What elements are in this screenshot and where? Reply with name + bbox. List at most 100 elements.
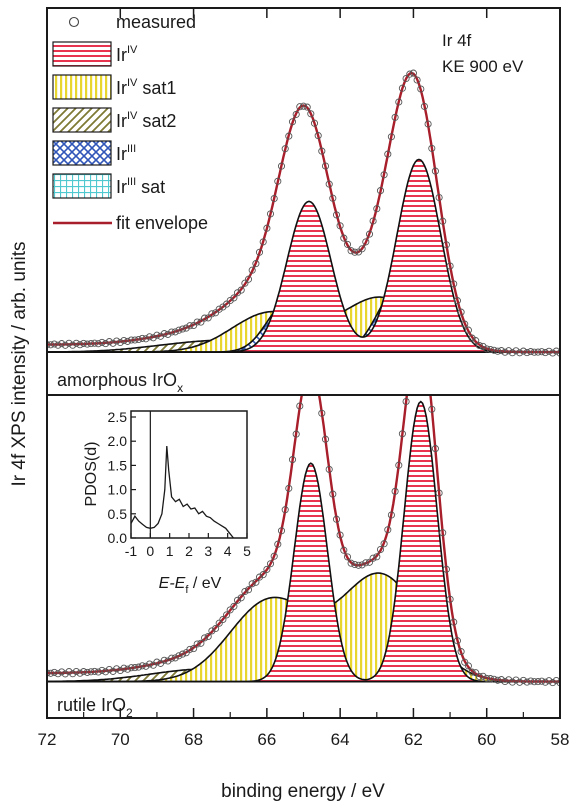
measured-point (490, 675, 498, 683)
measured-point (72, 667, 80, 676)
measured-point (336, 531, 344, 539)
measured-point (69, 670, 77, 678)
measured-point (541, 349, 549, 357)
measured-point (395, 98, 403, 106)
measured-point (182, 324, 190, 332)
measured-point (556, 349, 560, 357)
measured-point (508, 678, 516, 686)
measured-point (464, 662, 472, 670)
measured-point (219, 615, 227, 624)
inset-x-tick-label: 1 (166, 543, 174, 559)
measured-point (464, 326, 472, 334)
measured-point (402, 397, 410, 406)
measured-point (321, 435, 330, 443)
top-panel-components (47, 158, 560, 353)
measured-point (369, 217, 377, 225)
measured-point (237, 286, 245, 294)
measured-point (193, 318, 201, 326)
measured-point (505, 676, 513, 684)
measured-point (124, 665, 132, 673)
measured-point (538, 677, 546, 685)
measured-point (457, 308, 465, 316)
measured-point (497, 347, 505, 355)
measured-point (472, 337, 480, 345)
measured-point (76, 669, 84, 677)
measured-point (83, 340, 91, 348)
measured-point (109, 667, 117, 675)
inset-y-tick-label: 2.0 (108, 433, 128, 449)
measured-point (516, 349, 524, 357)
legend-label-ir4sat1: IrIV sat1 (116, 77, 176, 98)
measured-point (164, 330, 172, 338)
measured-point (384, 150, 392, 158)
bottom-panel-curves (47, 396, 560, 687)
measured-point (446, 262, 454, 270)
measured-point (98, 666, 106, 674)
measured-point (409, 69, 417, 77)
measured-point (208, 627, 216, 635)
measured-point (197, 318, 205, 326)
measured-point (318, 147, 326, 155)
measured-point (329, 490, 337, 498)
inset-y-tick-label: 0.5 (108, 506, 128, 522)
measured-point (472, 669, 480, 677)
measured-point (351, 248, 359, 256)
inset-x-tick-label: 2 (185, 543, 193, 559)
measured-point (343, 240, 352, 248)
measured-point (252, 578, 260, 586)
measured-point (244, 586, 253, 594)
measured-point (501, 348, 509, 356)
measured-point (442, 565, 450, 573)
measured-point (87, 340, 95, 348)
measured-point (545, 677, 553, 685)
x-axis-title: binding energy / eV (221, 781, 385, 802)
measured-point (468, 334, 476, 342)
measured-point (175, 652, 183, 660)
measured-point (233, 596, 242, 604)
info-line-1: Ir 4f (442, 31, 472, 50)
measured-point (435, 193, 443, 202)
measured-point (212, 309, 220, 317)
measured-point (61, 341, 69, 349)
measured-point (351, 560, 359, 569)
measured-point (292, 430, 300, 438)
panel-bottom-label: rutile IrO2 (57, 695, 133, 720)
measured-point (453, 297, 461, 305)
measured-point (190, 645, 198, 653)
measured-point (398, 84, 406, 92)
measured-point (281, 145, 289, 153)
measured-point (442, 241, 450, 249)
measured-point (384, 526, 392, 534)
measured-point (508, 349, 516, 357)
measured-point (369, 554, 377, 562)
measured-point (223, 611, 231, 619)
measured-point (142, 662, 150, 670)
measured-point (113, 337, 121, 345)
measured-point (358, 245, 366, 253)
measured-point (248, 580, 256, 588)
inset-frame (130, 410, 248, 539)
measured-point (523, 349, 531, 357)
measured-point (72, 339, 80, 347)
measured-point (329, 194, 337, 202)
measured-point (307, 110, 315, 118)
measured-point (116, 666, 124, 675)
measured-point (534, 678, 542, 686)
measured-point (281, 506, 289, 514)
inset-y-tick-label: 1.0 (108, 482, 128, 498)
measured-point (296, 402, 304, 410)
measured-point (530, 678, 538, 686)
measured-point (501, 677, 509, 686)
inset-x-tick-label: 3 (204, 543, 212, 559)
measured-point (171, 328, 179, 336)
measured-point (505, 347, 513, 355)
measured-point (50, 668, 58, 676)
measured-point (461, 320, 469, 328)
measured-point (475, 672, 483, 681)
measured-point (494, 676, 502, 684)
measured-point (387, 133, 395, 141)
measured-point (168, 328, 176, 336)
measured-point (431, 445, 439, 453)
pdos-curve (130, 445, 235, 539)
inset-x-tick-label: -1 (125, 543, 138, 559)
